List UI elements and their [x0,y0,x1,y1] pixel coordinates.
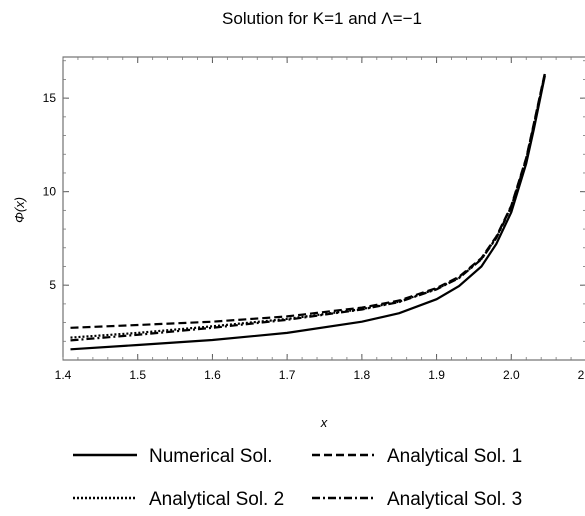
x-tick-label: 1.9 [428,368,445,382]
series-line-dashed [70,72,546,329]
y-axis-label: Φ(x) [12,197,27,223]
chart-title: Solution for K=1 and Λ=−1 [222,9,422,28]
legend-label: Analytical Sol. 1 [387,446,522,467]
legend-label: Analytical Sol. 2 [149,489,284,510]
x-tick-label: 1.6 [204,368,221,382]
series-line-solid [70,75,546,351]
series-line-dotted [70,73,546,339]
x-tick-label: 1.5 [129,368,146,382]
x-tick-label: 1.8 [354,368,371,382]
legend-label: Numerical Sol. [149,446,273,467]
x-tick-label: 2.1 [578,368,585,382]
x-axis-ticks: 1.4 1.5 1.6 1.7 1.8 1.9 2.0 2.1 [55,57,585,382]
y-tick-label: 10 [43,185,57,199]
series-group [70,72,546,351]
x-tick-label: 1.7 [279,368,296,382]
plot-frame [62,56,585,361]
x-axis-label: x [320,415,328,430]
y-tick-label: 15 [43,91,57,105]
series-line-dashdot [70,73,546,342]
x-tick-label: 2.0 [503,368,520,382]
y-tick-label: 5 [49,278,56,292]
x-tick-label: 1.4 [55,368,72,382]
legend-label: Analytical Sol. 3 [387,489,522,510]
y-axis-ticks: 5 10 15 [43,60,585,342]
legend: Numerical Sol. Analytical Sol. 1 Analytica… [73,446,522,510]
